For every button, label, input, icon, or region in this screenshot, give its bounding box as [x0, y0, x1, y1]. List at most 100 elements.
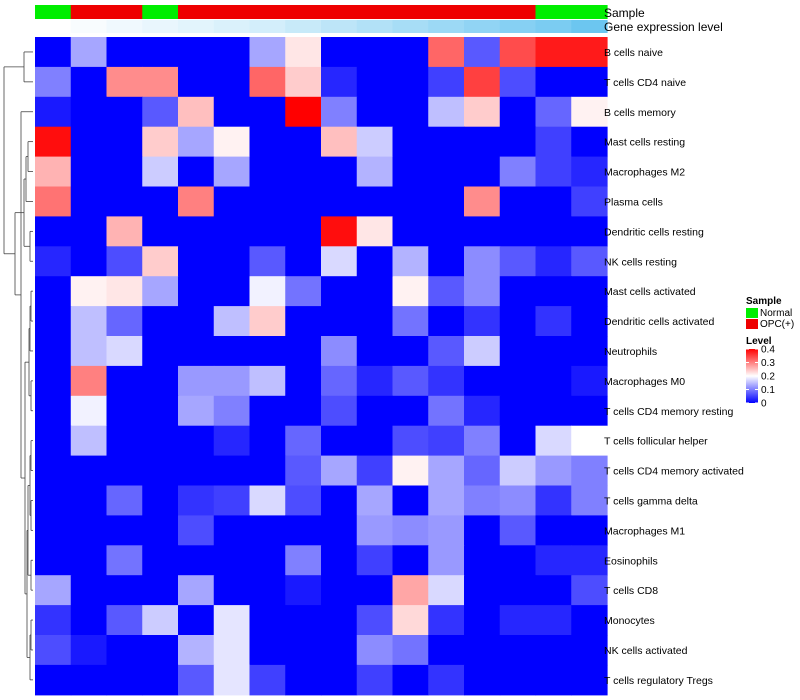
legend-label-normal: Normal: [760, 308, 792, 319]
sample-annotation-cell: [535, 5, 572, 19]
sample-annotation-cell: [392, 5, 429, 19]
sample-annotation-cell: [321, 5, 358, 19]
heatmap-cell: [321, 425, 358, 457]
heatmap-cell: [249, 575, 286, 606]
heatmap-cell: [142, 96, 179, 128]
expression-annotation-cell: [321, 20, 358, 33]
expression-annotation-cell: [428, 20, 465, 33]
expression-annotation-cell: [356, 20, 394, 33]
heatmap-cell: [106, 455, 143, 487]
heatmap-cell: [285, 395, 322, 427]
heatmap-cell: [178, 186, 215, 217]
heatmap-cell: [464, 425, 501, 457]
heatmap-cell: [106, 186, 143, 217]
heatmap-cell: [213, 485, 251, 516]
legend-level-tick-label: 0.1: [761, 385, 775, 396]
heatmap-cell: [178, 664, 215, 696]
heatmap-cell: [392, 575, 429, 606]
heatmap-cell: [142, 126, 179, 158]
heatmap-cell: [249, 545, 286, 576]
heatmap-cell: [464, 246, 501, 277]
heatmap-cell: [106, 96, 143, 128]
heatmap-cell: [142, 37, 179, 68]
sample-annotation-cell: [213, 5, 251, 19]
heatmap-cell: [535, 545, 572, 576]
heatmap-cell: [571, 246, 608, 277]
heatmap-cell: [106, 246, 143, 277]
annotation-label-sample: Sample: [604, 6, 645, 20]
heatmap-cell: [178, 635, 215, 666]
expression-annotation-cell: [285, 20, 322, 33]
heatmap-cell: [285, 635, 322, 666]
heatmap-cell: [464, 485, 501, 516]
row-label: T cells follicular helper: [604, 436, 708, 448]
heatmap-cell: [213, 336, 251, 367]
heatmap-cell: [321, 186, 358, 217]
heatmap-cell: [285, 336, 322, 367]
heatmap-cell: [106, 336, 143, 367]
heatmap-cell: [142, 395, 179, 427]
heatmap-cell: [392, 635, 429, 666]
heatmap-cell: [213, 186, 251, 217]
heatmap-cell: [464, 306, 501, 337]
heatmap-cell: [499, 336, 537, 367]
sample-annotation-cell: [106, 5, 143, 19]
heatmap-cell: [178, 306, 215, 337]
heatmap-cell: [499, 156, 537, 188]
sample-annotation-cell: [178, 5, 215, 19]
heatmap-cell: [392, 365, 429, 397]
expression-annotation-cell: [392, 20, 429, 33]
legend-level-tick-label: 0.3: [761, 358, 775, 369]
heatmap-cell: [321, 575, 358, 606]
heatmap-cell: [285, 605, 322, 636]
heatmap-cell: [356, 365, 394, 397]
heatmap-cell: [285, 126, 322, 158]
heatmap-cell: [285, 306, 322, 337]
heatmap-cell: [106, 395, 143, 427]
heatmap-cell: [464, 545, 501, 576]
heatmap-cell: [213, 96, 251, 128]
heatmap-cell: [249, 66, 286, 98]
expression-annotation-cell: [106, 20, 143, 33]
row-label: Dendritic cells activated: [604, 316, 714, 328]
heatmap-cell: [392, 485, 429, 516]
heatmap-cell: [571, 126, 608, 158]
heatmap-cell: [535, 276, 572, 307]
row-label: Mast cells activated: [604, 286, 696, 298]
heatmap-cell: [499, 605, 537, 636]
row-label: NK cells resting: [604, 256, 677, 268]
heatmap-cell: [285, 545, 322, 576]
heatmap-cell: [70, 96, 108, 128]
heatmap-cell: [35, 216, 72, 247]
heatmap-cell: [106, 365, 143, 397]
heatmap-cell: [178, 66, 215, 98]
heatmap-cell: [35, 66, 72, 98]
heatmap-cell: [571, 306, 608, 337]
heatmap-cell: [464, 515, 501, 546]
heatmap-cell: [535, 186, 572, 217]
heatmap-cell: [428, 425, 465, 457]
heatmap-cell: [535, 306, 572, 337]
heatmap-cell: [249, 37, 286, 68]
heatmap-cell: [35, 545, 72, 576]
heatmap-cell: [70, 365, 108, 397]
heatmap-cell: [356, 96, 394, 128]
heatmap-cell: [285, 96, 322, 128]
heatmap-cell: [571, 395, 608, 427]
row-label: Dendritic cells resting: [604, 226, 704, 238]
heatmap-cell: [535, 37, 572, 68]
heatmap-cell: [535, 455, 572, 487]
heatmap-cell: [321, 37, 358, 68]
heatmap-cell: [428, 66, 465, 98]
heatmap-cell: [464, 37, 501, 68]
heatmap-cell: [321, 96, 358, 128]
heatmap-cell: [321, 545, 358, 576]
heatmap-cell: [142, 485, 179, 516]
annotation-label-expression: Gene expression level: [604, 20, 723, 34]
heatmap-cell: [285, 276, 322, 307]
heatmap-cell: [499, 216, 537, 247]
heatmap-cell: [35, 515, 72, 546]
heatmap-cell: [321, 635, 358, 666]
heatmap-cell: [392, 455, 429, 487]
heatmap-cell: [213, 156, 251, 188]
